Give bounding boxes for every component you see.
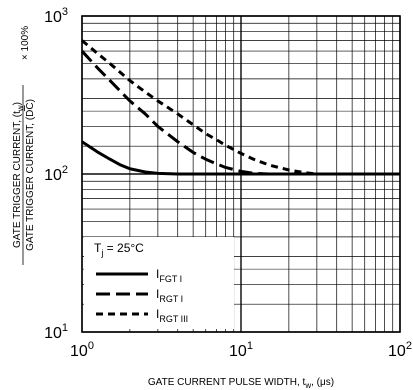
legend-label-fgt: IFGT I (156, 267, 182, 284)
y-tick-label: 102 (44, 164, 68, 184)
y-axis-title-multiplier: × 100% (20, 26, 31, 60)
plot-frame (81, 15, 401, 333)
x-tick-label: 101 (229, 340, 253, 360)
y-tick-label: 103 (44, 6, 68, 26)
y-axis-title: GATE TRIGGER CURRENT, (tw) GATE TRIGGER … (12, 26, 36, 265)
x-tick-label: 100 (70, 340, 94, 360)
y-axis-title-numerator: GATE TRIGGER CURRENT, (tw) (12, 102, 25, 248)
y-tick-label: 101 (44, 322, 68, 342)
legend-label-rgt1: IRGT I (156, 287, 183, 304)
x-axis-title: GATE CURRENT PULSE WIDTH, tw, (μs) (148, 377, 334, 390)
legend-label-rgt3: IRGT III (156, 307, 188, 324)
series-line-2 (81, 39, 400, 176)
series-line-1 (80, 50, 400, 176)
legend-title-sub: j (100, 248, 103, 258)
y-axis-title-denominator: GATE TRIGGER CURRENT, (DC) (25, 99, 36, 251)
legend: Tj = 25°C IFGT I IRGT I IRGT III (84, 237, 234, 329)
legend-title: Tj = 25°C (94, 241, 144, 258)
x-tick-label: 102 (388, 340, 412, 360)
series-layer (80, 39, 400, 176)
